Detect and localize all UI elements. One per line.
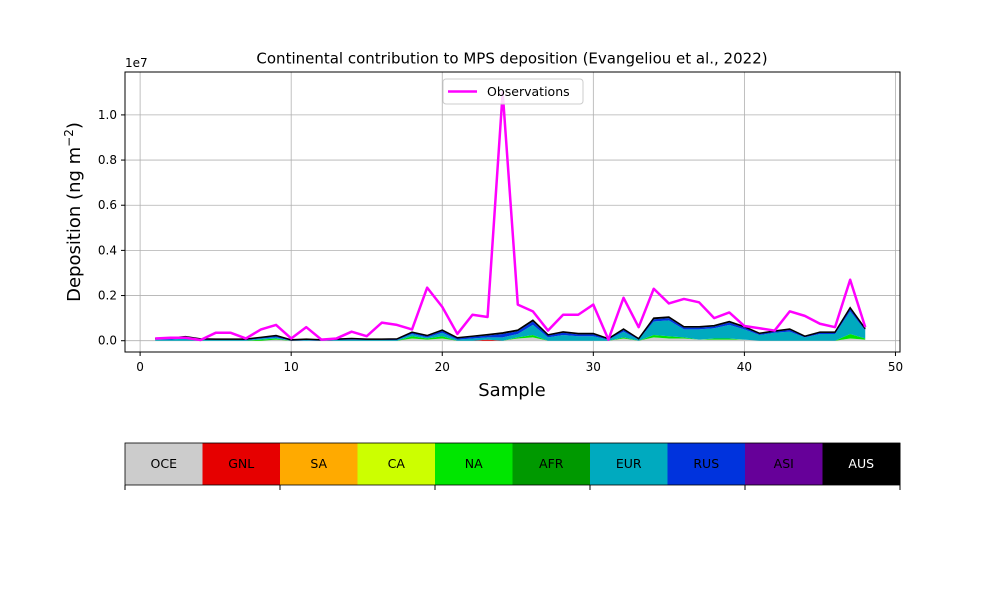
colorbar-label-na: NA <box>465 456 483 471</box>
colorbar-label-eur: EUR <box>616 456 642 471</box>
colorbar-cell-afr <box>512 443 591 485</box>
colorbar-label-gnl: GNL <box>228 456 254 471</box>
colorbar-cell-aus <box>822 443 901 485</box>
x-tick-label: 20 <box>435 360 450 374</box>
x-axis-ticks: 0 10 20 30 40 50 <box>136 352 903 374</box>
area-aus <box>155 307 866 341</box>
colorbar-cell-rus <box>667 443 746 485</box>
plot-frame <box>124 71 901 353</box>
y-axis-label-main: Deposition (ng m <box>64 147 85 302</box>
x-tick-label: 0 <box>136 360 144 374</box>
colorbar-cell-na <box>435 443 513 485</box>
area-rus <box>155 309 866 341</box>
y-axis-ticks: 0.0 0.2 0.4 0.6 0.8 1.0 <box>98 108 125 348</box>
y-tick-label: 0.4 <box>98 243 117 257</box>
y-axis-label-close: ) <box>64 122 85 129</box>
legend: Observations <box>442 78 584 105</box>
colorbar-label-afr: AFR <box>539 456 564 471</box>
series-lines <box>155 91 867 342</box>
y-tick-label: 0.2 <box>98 289 117 303</box>
area-eur <box>155 311 866 341</box>
x-tick-label: 50 <box>888 360 903 374</box>
x-tick-label: 10 <box>284 360 299 374</box>
main-plot: Continental contribution to MPS depositi… <box>62 50 903 402</box>
colorbar-cell-sa <box>280 443 358 485</box>
stacked-areas <box>155 307 866 341</box>
x-tick-label: 40 <box>737 360 752 374</box>
y-tick-label: 1.0 <box>98 108 117 122</box>
y-tick-label: 0.6 <box>98 198 117 212</box>
y-axis-label: Deposition (ng m−2) <box>62 122 85 302</box>
chart-title: Continental contribution to MPS depositi… <box>256 50 767 68</box>
legend-box <box>442 78 584 105</box>
colorbar-frame <box>124 442 901 486</box>
colorbar-cell-gnl <box>202 443 281 485</box>
area-na <box>155 333 866 341</box>
colorbar-label-asi: ASI <box>774 456 794 471</box>
colorbar: OCE GNL SA CA NA AFR EUR RUS ASI AUS <box>124 442 901 490</box>
legend-label-observations: Observations <box>487 84 570 99</box>
y-offset-label: 1e7 <box>125 56 148 70</box>
observations-line <box>155 91 867 342</box>
y-tick-label: 0.8 <box>98 153 117 167</box>
y-axis-label-superscript: −2 <box>62 129 76 147</box>
colorbar-cell-ca <box>357 443 436 485</box>
x-axis-label: Sample <box>478 380 546 401</box>
colorbar-cell-oce <box>125 443 203 485</box>
x-tick-label: 30 <box>586 360 601 374</box>
colorbar-label-oce: OCE <box>151 456 178 471</box>
colorbar-cell-eur <box>590 443 668 485</box>
total-model-line <box>155 306 866 341</box>
colorbar-label-sa: SA <box>310 456 327 471</box>
colorbar-label-aus: AUS <box>848 456 874 471</box>
colorbar-cell-asi <box>745 443 823 485</box>
y-tick-label: 0.0 <box>98 334 117 348</box>
area-oce <box>155 337 866 341</box>
colorbar-label-ca: CA <box>388 456 406 471</box>
plot-background <box>125 72 900 352</box>
colorbar-label-rus: RUS <box>693 456 719 471</box>
